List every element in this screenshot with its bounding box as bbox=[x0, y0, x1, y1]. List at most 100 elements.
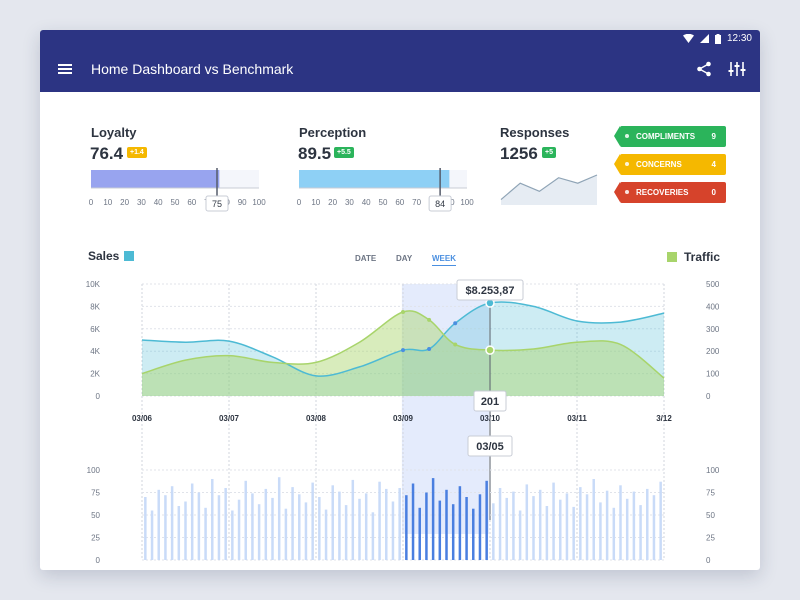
app-bar: 12:30 Home Dashboard vs Benchmark bbox=[40, 30, 760, 92]
loyalty-scale-tick: 10 bbox=[103, 198, 112, 207]
perception-scale-tick: 40 bbox=[362, 198, 371, 207]
bar bbox=[639, 505, 642, 560]
loyalty-scale-tick: 20 bbox=[120, 198, 129, 207]
perception-scale-tick: 20 bbox=[328, 198, 337, 207]
tag-count: 0 bbox=[711, 188, 716, 197]
bar bbox=[632, 491, 636, 560]
bar bbox=[572, 506, 575, 560]
share-icon[interactable] bbox=[696, 61, 712, 77]
y-left-tick: 2K bbox=[90, 370, 100, 379]
loyalty-scale-tick: 100 bbox=[252, 198, 266, 207]
bar bbox=[150, 510, 154, 560]
tune-icon[interactable] bbox=[728, 61, 746, 77]
traffic-point bbox=[453, 342, 458, 347]
sales-legend-label: Sales bbox=[88, 249, 120, 263]
bar bbox=[565, 493, 569, 560]
bar bbox=[445, 489, 448, 560]
bar bbox=[451, 504, 455, 560]
bar bbox=[211, 479, 214, 560]
loyalty-value: 76.4 bbox=[90, 144, 124, 163]
bar bbox=[331, 485, 334, 560]
sales-area bbox=[142, 301, 664, 396]
bar bbox=[599, 502, 602, 560]
bar bbox=[324, 509, 328, 560]
bar bbox=[244, 480, 247, 560]
tag-recoveries[interactable]: RECOVERIES 0 bbox=[614, 182, 726, 203]
bar bbox=[418, 507, 421, 560]
bar bbox=[277, 477, 281, 560]
bar bbox=[505, 497, 508, 560]
bar-y-right-tick: 0 bbox=[706, 556, 711, 565]
signal-icon bbox=[699, 34, 709, 43]
tab-date[interactable]: DATE bbox=[355, 254, 377, 263]
x-tick: 03/08 bbox=[306, 414, 327, 423]
perception-delta-badge: +5.5 bbox=[334, 147, 354, 158]
sales-tooltip: $8.253,87 bbox=[466, 285, 515, 297]
x-tick: 3/12 bbox=[656, 414, 672, 423]
loyalty-label: Loyalty bbox=[91, 125, 137, 140]
x-tick: 03/06 bbox=[132, 414, 153, 423]
bar bbox=[525, 484, 529, 560]
perception-benchmark-label: 84 bbox=[435, 199, 445, 209]
bar bbox=[344, 505, 348, 560]
bar bbox=[257, 504, 261, 560]
bar bbox=[472, 508, 475, 560]
bar bbox=[559, 499, 562, 560]
bar bbox=[518, 510, 522, 560]
loyalty-scale-tick: 30 bbox=[137, 198, 146, 207]
traffic-area bbox=[142, 310, 664, 396]
tag-concerns[interactable]: CONCERNS 4 bbox=[614, 154, 726, 175]
bar bbox=[251, 493, 254, 560]
bar-y-right-tick: 25 bbox=[706, 534, 715, 543]
loyalty-gauge-fill bbox=[91, 170, 220, 188]
bar bbox=[579, 487, 582, 560]
perception-value: 89.5 bbox=[298, 144, 332, 163]
y-left-tick: 6K bbox=[90, 325, 100, 334]
bar bbox=[351, 479, 355, 560]
bar bbox=[652, 495, 656, 560]
bar-y-right-tick: 75 bbox=[706, 489, 715, 498]
bar bbox=[237, 499, 241, 560]
bar bbox=[532, 496, 535, 560]
tag-label: RECOVERIES bbox=[636, 188, 689, 197]
perception-scale-tick: 0 bbox=[297, 198, 302, 207]
bar bbox=[271, 497, 274, 560]
traffic-legend-label: Traffic bbox=[684, 250, 721, 264]
bar bbox=[311, 482, 314, 560]
perception-benchmark-box bbox=[428, 195, 452, 212]
responses-delta-badge: +5 bbox=[542, 147, 556, 158]
battery-icon bbox=[714, 33, 721, 44]
loyalty-benchmark-box bbox=[205, 195, 229, 212]
sales-tooltip-box bbox=[456, 279, 524, 301]
status-bar: 12:30 bbox=[682, 33, 752, 44]
loyalty-scale-tick: 60 bbox=[187, 198, 196, 207]
bar bbox=[197, 492, 201, 560]
menu-icon[interactable] bbox=[58, 64, 72, 74]
tag-dot bbox=[625, 162, 629, 166]
traffic-legend-swatch bbox=[667, 252, 677, 262]
x-tick: 03/09 bbox=[393, 414, 414, 423]
loyalty-scale-tick: 0 bbox=[89, 198, 94, 207]
bar bbox=[659, 481, 662, 560]
traffic-point bbox=[427, 317, 432, 322]
bar bbox=[217, 495, 221, 560]
page-title: Home Dashboard vs Benchmark bbox=[91, 61, 294, 77]
bar bbox=[512, 491, 515, 560]
bar bbox=[371, 512, 375, 560]
bar bbox=[177, 506, 181, 560]
bar bbox=[184, 501, 187, 560]
date-tooltip-box bbox=[467, 435, 513, 457]
tab-day[interactable]: DAY bbox=[396, 254, 413, 263]
kpi-gauges: 0102030405060708090100750102030405060708… bbox=[89, 168, 598, 212]
tag-compliments[interactable]: COMPLIMENTS 9 bbox=[614, 126, 726, 147]
bar bbox=[224, 488, 227, 560]
bar-y-left-tick: 50 bbox=[91, 511, 100, 520]
y-right-tick: 300 bbox=[706, 325, 720, 334]
perception-scale-tick: 50 bbox=[379, 198, 388, 207]
responses-value: 1256 bbox=[500, 144, 538, 163]
bar bbox=[204, 507, 207, 560]
tab-week[interactable]: WEEK bbox=[432, 254, 456, 266]
sales-legend-swatch bbox=[124, 251, 134, 261]
bar-y-right-tick: 100 bbox=[706, 466, 720, 475]
